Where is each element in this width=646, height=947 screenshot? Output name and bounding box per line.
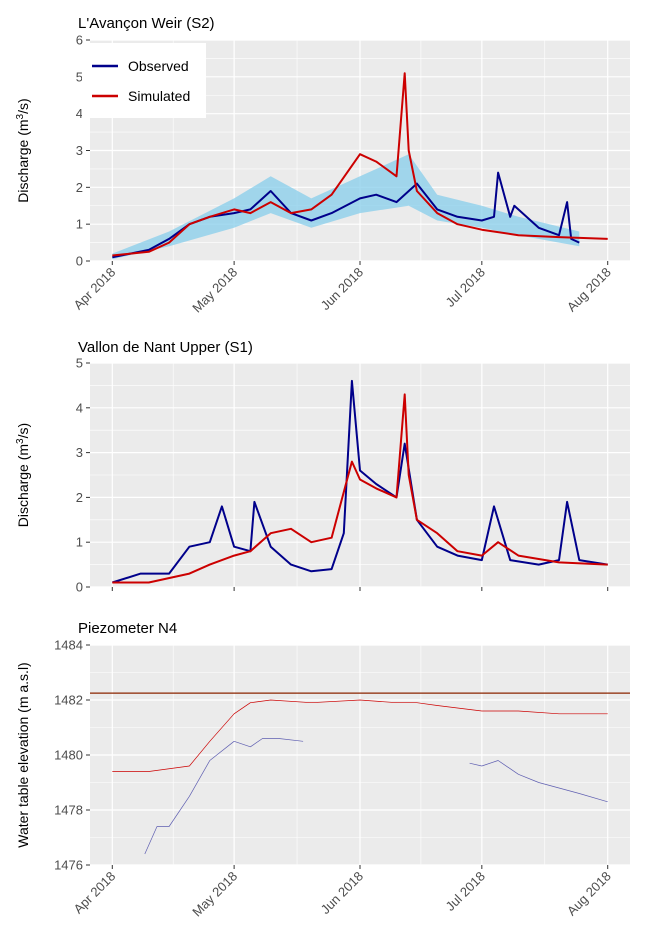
- x-tick-label: Jun 2018: [318, 265, 366, 313]
- y-tick-label: 2: [76, 490, 83, 505]
- y-axis-label: Discharge (m3/s): [15, 98, 31, 202]
- observed-series-line: [144, 738, 304, 855]
- observed-series-line: [469, 760, 608, 803]
- y-axis-label-superscript: 3: [15, 113, 26, 119]
- y-tick-label: 3: [76, 143, 83, 158]
- y-tick-label: 2: [76, 180, 83, 195]
- panel-title: L'Avançon Weir (S2): [78, 15, 215, 32]
- simulated-series-line: [112, 699, 608, 772]
- y-axis-label: Discharge (m3/s): [15, 423, 31, 527]
- y-tick-label: 1482: [54, 693, 83, 708]
- y-tick-label: 4: [76, 400, 83, 415]
- y-tick-label: 4: [76, 106, 83, 121]
- y-tick-label: 0: [76, 254, 83, 269]
- y-tick-label: 5: [76, 356, 83, 371]
- y-axis-label-part: Discharge (m: [15, 444, 31, 527]
- y-axis-label-part: /s): [15, 423, 31, 439]
- y-tick-label: 3: [76, 445, 83, 460]
- x-tick-label: Jul 2018: [443, 265, 488, 310]
- y-tick-label: 6: [76, 33, 83, 48]
- x-tick-label: May 2018: [189, 265, 240, 316]
- x-tick-label: Apr 2018: [70, 265, 118, 313]
- y-tick-label: 1484: [54, 638, 83, 653]
- x-tick-label: Apr 2018: [70, 869, 118, 917]
- panel-1: 0 1 2 3 4 5 6 Apr 2018 May 2018 Jun 2018 Jul 2018 A…: [15, 15, 630, 315]
- panel-3: 1476 1478 1480 1482 1484 Apr 2018 May 2018 Jun …: [15, 620, 630, 919]
- y-axis-label-part: Discharge (m: [15, 119, 31, 202]
- observed-series-line: [112, 379, 608, 584]
- y-tick-label: 1: [76, 535, 83, 550]
- x-tick-label: Jun 2018: [318, 869, 366, 917]
- y-axis-label-part: /s): [15, 98, 31, 114]
- y-tick-label: 1476: [54, 858, 83, 873]
- y-tick-label: 1: [76, 217, 83, 232]
- y-axis-label-superscript: 3: [15, 438, 26, 444]
- simulated-series-line: [112, 393, 608, 584]
- y-tick-label: 5: [76, 69, 83, 84]
- y-tick-label: 0: [76, 580, 83, 595]
- legend: Observed Simulated: [82, 43, 206, 118]
- legend-box: [82, 43, 206, 118]
- y-tick-label: 1480: [54, 748, 83, 763]
- panel-title: Piezometer N4: [78, 620, 177, 637]
- x-tick-label: Aug 2018: [564, 869, 614, 919]
- legend-label: Simulated: [128, 88, 190, 104]
- y-tick-label: 1478: [54, 803, 83, 818]
- y-axis-label: Water table elevation (m a.s.l): [15, 662, 31, 847]
- panel-title: Vallon de Nant Upper (S1): [78, 339, 253, 356]
- x-tick-label: Jul 2018: [443, 869, 488, 914]
- legend-label: Observed: [128, 58, 189, 74]
- x-tick-label: May 2018: [189, 869, 240, 920]
- x-tick-label: Aug 2018: [564, 265, 614, 315]
